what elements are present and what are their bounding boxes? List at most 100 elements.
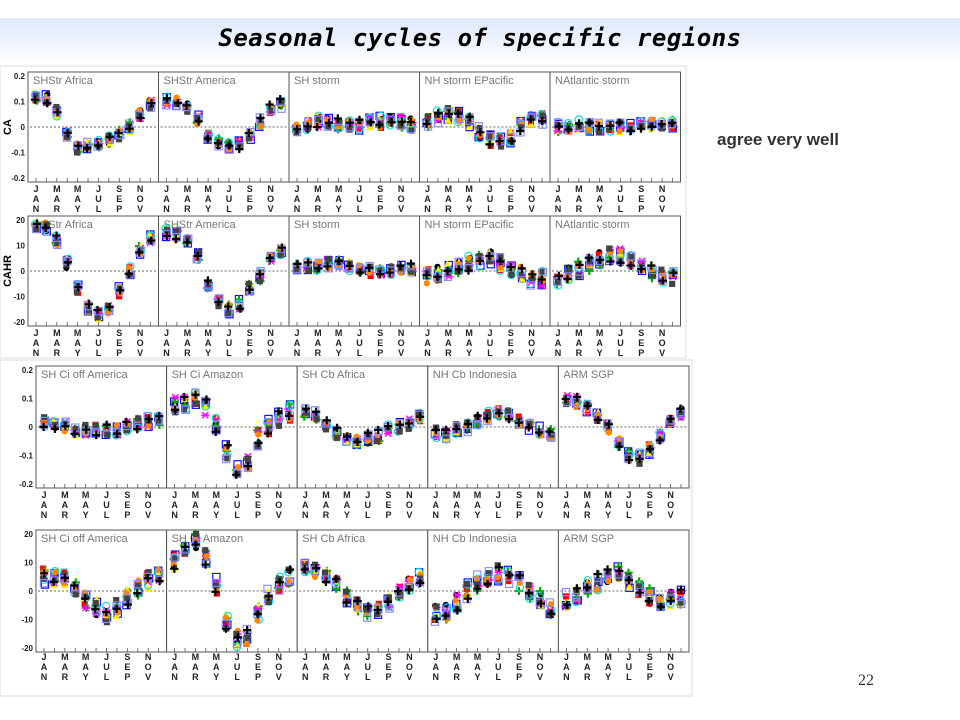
data-point: [254, 438, 263, 447]
data-point: [171, 553, 180, 562]
data-point: [433, 272, 442, 281]
data-point: [475, 256, 484, 265]
data-point: [285, 565, 295, 574]
data-point: [32, 91, 39, 98]
panel-3-4: NH Cb Indonesia J A N M A R M A Y J U L S E P N O V: [427, 365, 559, 520]
data-point: [636, 124, 646, 133]
panel-3-1: SH Ci off America J A N M A R M A Y J U L S E P N O V: [35, 365, 168, 520]
panel-1-4: NH storm EPacific J A N M A R M A Y J U L S E P N O V: [419, 71, 551, 214]
data-point: [115, 136, 123, 143]
panel-title: SHStr America: [164, 75, 237, 87]
panel-title: SH Ci off America: [41, 369, 128, 381]
data-point: [112, 612, 120, 620]
data-point: [245, 285, 254, 294]
data-point: [539, 112, 546, 119]
data-point: [677, 599, 686, 609]
data-point: [593, 569, 602, 579]
data-point: [396, 428, 403, 435]
data-point: [293, 259, 302, 268]
y-tick-label: -0.1: [19, 452, 33, 461]
panel-frame: [427, 365, 559, 489]
data-point: [323, 262, 332, 271]
data-point: [212, 425, 222, 434]
data-point: [537, 275, 546, 284]
data-point: [200, 396, 210, 406]
data-point: [155, 568, 164, 578]
data-point: [494, 574, 501, 581]
data-point: [636, 460, 643, 467]
data-point: [85, 307, 92, 314]
data-point: [376, 111, 386, 121]
data-point: [193, 251, 202, 261]
data-point: [70, 581, 79, 590]
data-point: [473, 584, 482, 593]
data-point: [464, 266, 473, 275]
data-point: [516, 126, 525, 136]
data-point: [81, 600, 88, 608]
panel-title: NH Cb Indonesia: [433, 369, 518, 381]
y-tick-label: -10: [13, 293, 25, 302]
data-point: [386, 116, 394, 124]
data-point: [561, 587, 571, 597]
data-point: [397, 117, 407, 126]
data-point: [657, 120, 666, 129]
data-point: [474, 122, 483, 131]
data-point: [505, 570, 514, 580]
data-point: [122, 417, 131, 426]
data-point: [529, 276, 536, 283]
data-point: [211, 587, 220, 596]
data-point: [635, 454, 644, 463]
panel-title: SHStr America: [164, 219, 237, 231]
data-point: [406, 259, 416, 268]
y-tick-label: 10: [24, 559, 33, 568]
data-point: [666, 414, 675, 423]
data-point: [213, 139, 223, 148]
data-point: [384, 422, 393, 431]
data-point: [476, 252, 483, 260]
data-point: [181, 405, 190, 414]
data-point: [615, 442, 624, 451]
data-point: [366, 118, 375, 127]
data-point: [344, 597, 351, 604]
data-point: [363, 606, 371, 613]
data-point: [133, 425, 142, 434]
data-point: [203, 134, 212, 143]
data-point: [616, 248, 624, 255]
data-point: [585, 118, 594, 127]
data-point: [52, 568, 59, 576]
data-point: [422, 271, 431, 280]
data-point: [441, 611, 450, 620]
panel-1-1: SHStr Africa J A N M A R M A Y J U L S E P N O V: [27, 71, 159, 214]
data-point: [669, 268, 678, 277]
data-point: [342, 598, 351, 607]
data-point: [594, 415, 603, 425]
data-point: [144, 583, 152, 592]
data-point: [245, 280, 252, 287]
data-point: [545, 427, 554, 436]
data-point: [624, 576, 634, 585]
data-point: [155, 577, 164, 586]
data-point: [463, 419, 473, 429]
data-point: [573, 403, 580, 410]
data-point: [312, 407, 321, 416]
